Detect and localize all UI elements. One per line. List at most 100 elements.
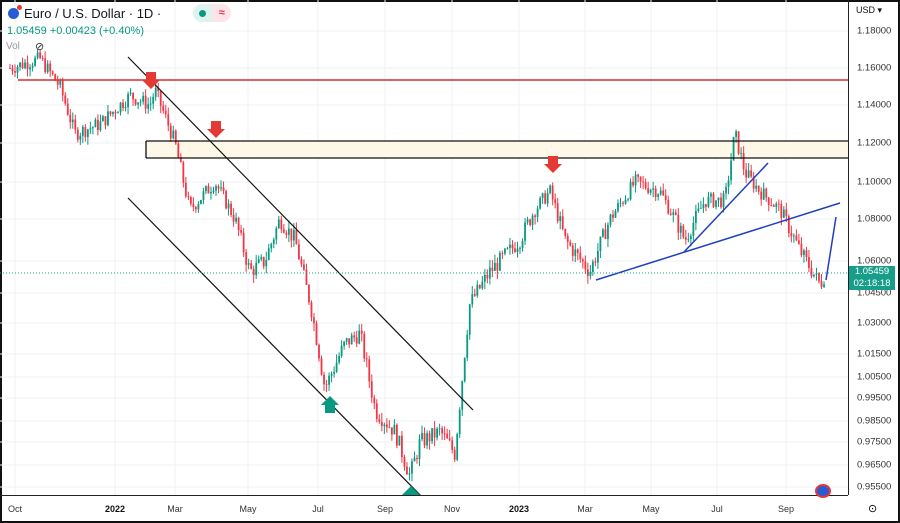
candle-body — [486, 275, 489, 279]
candle-body — [360, 330, 363, 334]
candle-body — [682, 225, 685, 238]
candle-body — [184, 182, 187, 197]
candle-body — [453, 449, 456, 460]
candle-body — [124, 107, 127, 109]
hide-eye-icon[interactable]: ⊘ — [35, 41, 45, 53]
time-tick-label: Sep — [376, 504, 394, 514]
candle-body — [765, 188, 768, 198]
market-status-pill[interactable]: ≈ — [193, 4, 231, 22]
candle-body — [790, 233, 793, 237]
candle-body — [147, 104, 150, 109]
candle-body — [679, 225, 682, 233]
candle-body — [767, 197, 770, 206]
channel-upper-line[interactable] — [127, 56, 474, 411]
candle-body — [481, 281, 484, 289]
currency-selector[interactable]: USD ▾ — [856, 5, 883, 15]
candle-body — [14, 71, 16, 73]
candle-body — [637, 174, 639, 177]
candle-body — [456, 433, 459, 460]
candle-body — [345, 338, 348, 342]
candle-body — [707, 196, 710, 207]
trendline-support[interactable] — [595, 202, 841, 281]
candle-body — [667, 200, 670, 214]
candle-body — [740, 153, 743, 154]
price-tick-label: 1.04500 — [857, 287, 892, 299]
candle-body — [627, 199, 629, 201]
candle-body — [122, 102, 124, 109]
candle-body — [710, 193, 712, 197]
candle-body — [720, 197, 722, 208]
candle-body — [647, 188, 650, 193]
time-tick-label: Mar — [577, 504, 593, 514]
up-arrow-icon — [321, 396, 339, 413]
candle-body — [195, 207, 197, 210]
candle-body — [566, 235, 569, 243]
candle-body — [516, 248, 519, 252]
candle-body — [127, 93, 129, 108]
candle-body — [632, 181, 634, 186]
candle-body — [149, 103, 152, 105]
candle-body — [574, 249, 577, 256]
candle-body — [134, 99, 137, 105]
candle-body — [752, 176, 755, 189]
candle-body — [270, 243, 273, 249]
candle-body — [396, 424, 398, 446]
candle-body — [536, 208, 539, 217]
trendline-steep[interactable] — [683, 162, 769, 253]
candle-body — [182, 162, 185, 183]
candle-body — [770, 205, 773, 206]
candle-body — [320, 358, 323, 375]
candle-body — [313, 317, 315, 324]
candle-body — [451, 440, 454, 450]
candle-body — [29, 67, 31, 70]
price-tick-label: 0.97500 — [857, 436, 892, 448]
candle-body — [51, 71, 54, 75]
candle-body — [215, 186, 217, 191]
candle-body — [36, 52, 39, 58]
price-tick-label: 0.96500 — [857, 459, 892, 471]
candle-body — [303, 264, 305, 270]
candle-body — [504, 248, 506, 254]
time-tick-label: May — [239, 504, 257, 514]
candle-body — [240, 230, 243, 233]
time-axis[interactable]: Oct 2022 Mar May Jul Sep Nov 2023 Mar May Jul Sep — [0, 495, 848, 520]
candle-body — [818, 272, 820, 282]
price-axis[interactable]: 1.18000 1.16000 1.14000 1.12000 1.10000 1.080… — [848, 0, 897, 495]
candle-body — [607, 224, 609, 239]
channel-lower-line[interactable] — [127, 197, 425, 495]
projection-line[interactable] — [825, 216, 837, 281]
candle-body — [305, 269, 308, 285]
candle-body — [177, 143, 180, 158]
candle-body — [443, 433, 446, 435]
candle-body — [76, 129, 79, 140]
candle-body — [169, 125, 172, 139]
price-chart[interactable] — [0, 0, 848, 495]
candle-body — [272, 239, 275, 244]
candle-body — [44, 58, 47, 73]
candle-body — [142, 95, 145, 102]
candle-body — [358, 330, 361, 344]
volume-label[interactable]: Vol — [6, 41, 20, 52]
symbol-header[interactable]: Euro / U.S. Dollar · 1D · — [8, 5, 161, 21]
price-tick-label: 1.12000 — [857, 137, 892, 149]
candle-body — [539, 197, 542, 209]
candle-body — [591, 261, 594, 272]
candle-body — [373, 397, 376, 404]
candle-body — [66, 103, 69, 115]
candle-body — [757, 185, 760, 192]
candle-body — [730, 160, 732, 181]
candle-body — [255, 262, 258, 276]
candle-body — [431, 428, 433, 442]
candle-body — [777, 203, 780, 205]
candle-body — [86, 129, 89, 138]
candle-body — [677, 214, 680, 233]
candle-body — [144, 95, 147, 109]
candle-body — [119, 102, 122, 113]
candle-body — [478, 284, 481, 289]
candle-body — [335, 362, 338, 372]
candle-body — [805, 250, 808, 257]
candle-body — [139, 101, 142, 103]
candle-body — [642, 181, 645, 183]
settings-icon[interactable]: ⊙ — [868, 503, 878, 515]
candle-body — [725, 186, 727, 194]
